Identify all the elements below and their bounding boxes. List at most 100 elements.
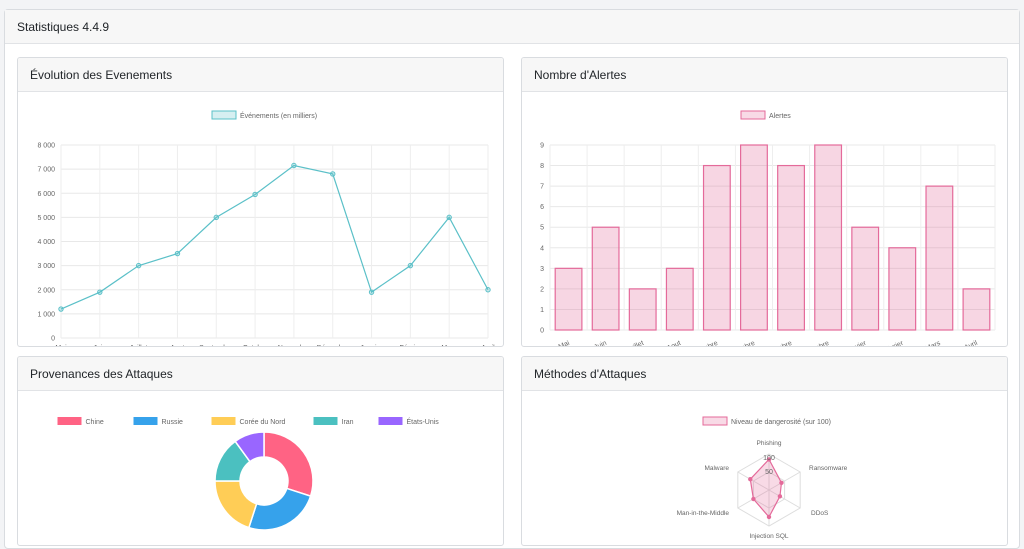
methods-card: Méthodes d'Attaques Niveau de dangerosit… bbox=[521, 356, 1008, 546]
alerts-ytick: 8 bbox=[540, 163, 544, 170]
alerts-xtick: Mai bbox=[558, 340, 572, 346]
events-ytick: 7 000 bbox=[37, 167, 55, 174]
events-ytick: 0 bbox=[51, 336, 55, 343]
alerts-ytick: 5 bbox=[540, 225, 544, 232]
events-point bbox=[174, 250, 181, 257]
origins-slice bbox=[234, 431, 265, 463]
alerts-xtick: Mars bbox=[925, 340, 943, 346]
methods-card-title: Méthodes d'Attaques bbox=[522, 357, 1007, 391]
events-point bbox=[213, 214, 219, 221]
alerts-ytick: 6 bbox=[540, 204, 544, 211]
methods-point bbox=[766, 514, 772, 520]
events-point bbox=[407, 262, 414, 269]
methods-axis-label: Malware bbox=[704, 465, 729, 472]
origins-legend-swatch bbox=[57, 417, 82, 425]
alerts-xtick: Février bbox=[882, 340, 905, 346]
events-point bbox=[291, 162, 297, 169]
events-line-chart: Événements (en milliers) 0 1 000 2 000 3 000… bbox=[37, 110, 495, 346]
methods-spoke bbox=[768, 489, 801, 509]
origins-slice bbox=[214, 480, 258, 529]
methods-spoke bbox=[768, 471, 801, 491]
origins-legend-swatch bbox=[211, 417, 236, 425]
events-series-line bbox=[60, 164, 489, 310]
events-card: Évolution des Evenements Événements (en … bbox=[17, 57, 504, 347]
alerts-ytick: 4 bbox=[540, 245, 544, 252]
alerts-card-title: Nombre d'Alertes bbox=[522, 58, 1007, 92]
events-xtick: Aout bbox=[170, 345, 184, 346]
alerts-bar bbox=[962, 288, 991, 331]
methods-rtick: 100 bbox=[763, 455, 775, 462]
events-xtick: Décembre bbox=[317, 345, 349, 346]
origins-legend-label: Chine bbox=[86, 419, 104, 426]
alerts-ytick: 1 bbox=[540, 307, 544, 314]
events-point bbox=[446, 214, 452, 221]
events-point bbox=[58, 306, 64, 312]
events-point bbox=[135, 262, 142, 269]
alerts-bar bbox=[740, 144, 768, 331]
origins-legend-label: Corée du Nord bbox=[240, 419, 286, 426]
alerts-xtick: Juin bbox=[593, 340, 608, 346]
events-xtick: Mai bbox=[55, 345, 67, 346]
alerts-xtick: Novembre bbox=[761, 340, 793, 346]
alerts-xtick: Octobre bbox=[731, 340, 757, 346]
events-xtick: Mars bbox=[441, 345, 457, 346]
alerts-card: Nombre d'Alertes Alertes 0 1 2 3 4 5 6 7 8 9 Mai Jui… bbox=[521, 57, 1008, 347]
events-xtick: Novembre bbox=[278, 345, 310, 346]
alerts-bar bbox=[925, 185, 954, 331]
origins-card-title: Provenances des Attaques bbox=[18, 357, 503, 391]
methods-point bbox=[779, 480, 784, 485]
alerts-bar bbox=[591, 226, 620, 331]
alerts-bar bbox=[888, 247, 917, 331]
events-point bbox=[485, 287, 491, 293]
origins-legend-label: Russie bbox=[162, 419, 184, 426]
methods-axis-label: Ransomware bbox=[809, 465, 848, 472]
alerts-bar bbox=[628, 288, 657, 331]
events-ytick: 1 000 bbox=[37, 311, 55, 318]
alerts-bar bbox=[814, 144, 843, 331]
origins-slice bbox=[263, 431, 314, 498]
origins-slice bbox=[247, 487, 312, 531]
events-legend-swatch bbox=[211, 110, 237, 120]
origins-legend-label: Iran bbox=[342, 419, 354, 426]
alerts-ytick: 2 bbox=[540, 286, 544, 293]
origins-legend-swatch bbox=[378, 417, 403, 425]
events-point bbox=[330, 171, 336, 177]
events-xtick: Janvier bbox=[360, 345, 383, 346]
events-ytick: 4 000 bbox=[37, 239, 55, 246]
app-header: Statistiques 4.4.9 bbox=[5, 10, 1019, 44]
origins-legend-swatch bbox=[133, 417, 158, 425]
methods-point bbox=[751, 496, 756, 502]
methods-spoke bbox=[737, 471, 770, 491]
methods-point bbox=[748, 477, 753, 482]
page-title: Statistiques 4.4.9 bbox=[17, 19, 110, 34]
alerts-xtick: Aout bbox=[666, 340, 682, 346]
events-card-title: Évolution des Evenements bbox=[18, 58, 503, 92]
events-legend-label: Événements (en milliers) bbox=[240, 111, 317, 120]
alerts-xtick: Septembre bbox=[685, 340, 719, 346]
alerts-bar bbox=[851, 226, 880, 331]
methods-axis-label: Phishing bbox=[757, 440, 782, 447]
origins-doughnut-chart: Chine Russie Corée du Nord Iran États-Unis bbox=[57, 417, 439, 531]
alerts-xtick: Décembre bbox=[798, 340, 830, 346]
events-point bbox=[368, 289, 375, 295]
alerts-xtick: Juillet bbox=[626, 340, 645, 346]
events-point bbox=[97, 289, 103, 295]
alerts-xtick: Janvier bbox=[844, 340, 868, 346]
events-xtick: Juillet bbox=[130, 345, 148, 346]
alerts-ytick: 9 bbox=[540, 143, 544, 150]
alerts-xtick: Avril bbox=[964, 340, 980, 346]
methods-axis-label: Injection SQL bbox=[749, 533, 788, 540]
statistics-window: Statistiques 4.4.9 Évolution des Eveneme… bbox=[4, 9, 1020, 549]
events-ytick: 3 000 bbox=[37, 263, 55, 270]
events-ytick: 2 000 bbox=[37, 287, 55, 294]
methods-axis-label: Man-in-the-Middle bbox=[677, 510, 730, 517]
events-ytick: 5 000 bbox=[37, 215, 55, 222]
origins-legend-swatch bbox=[313, 417, 338, 425]
events-ytick: 8 000 bbox=[37, 143, 55, 150]
methods-rtick: 50 bbox=[765, 469, 773, 476]
alerts-bar-chart: Alertes 0 1 2 3 4 5 6 7 8 9 Mai Juin Juillet AoutSepte… bbox=[540, 110, 996, 346]
methods-point bbox=[766, 457, 772, 462]
methods-axis-label: DDoS bbox=[811, 510, 829, 517]
events-xtick: Septembre bbox=[199, 345, 233, 346]
events-xtick: Février bbox=[399, 345, 421, 346]
